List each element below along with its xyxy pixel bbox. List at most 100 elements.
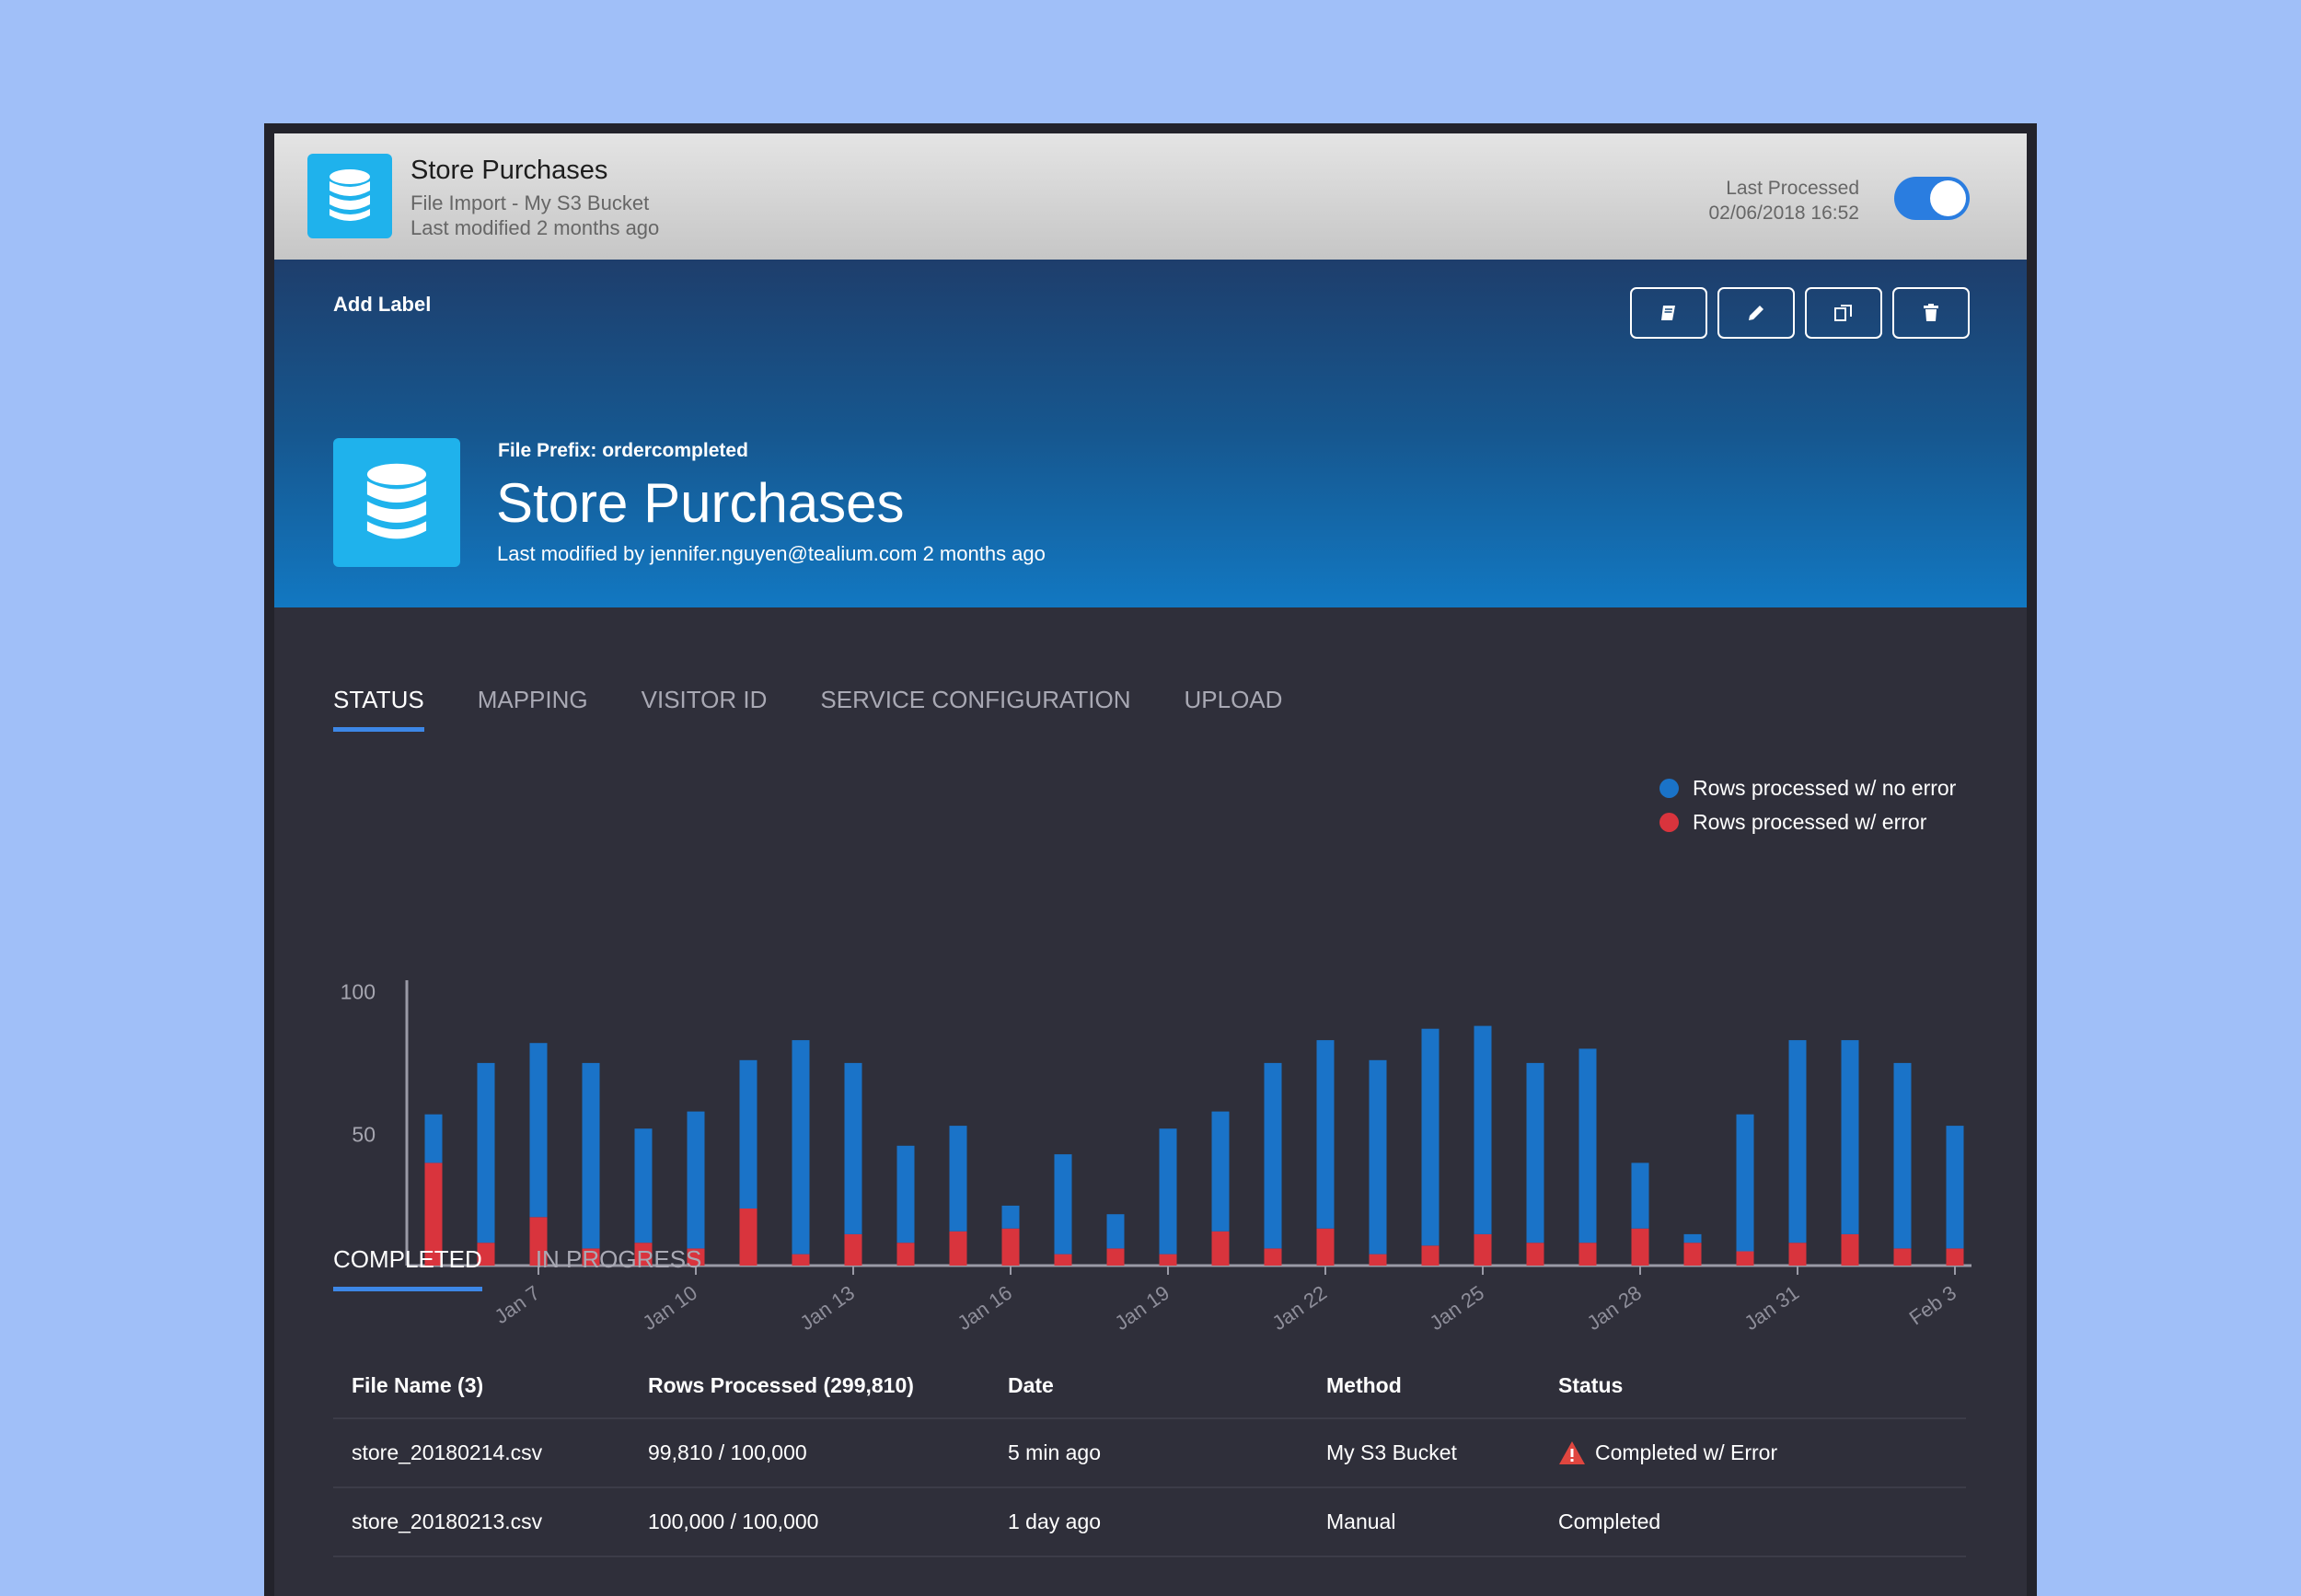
- edit-button[interactable]: [1717, 287, 1795, 339]
- bar-no-error[interactable]: [634, 1128, 653, 1243]
- header-file-name[interactable]: File Name (3): [352, 1372, 484, 1397]
- bar-error[interactable]: [529, 1217, 548, 1266]
- bar-error[interactable]: [1474, 1233, 1492, 1266]
- bar-no-error[interactable]: [687, 1111, 705, 1249]
- bar-error[interactable]: [1631, 1228, 1649, 1266]
- bar-error[interactable]: [896, 1243, 915, 1266]
- bar-error[interactable]: [1421, 1245, 1440, 1266]
- tab-service-configuration[interactable]: SERVICE CONFIGURATION: [820, 686, 1131, 713]
- bar-no-error[interactable]: [424, 1114, 443, 1163]
- header-date[interactable]: Date: [1008, 1372, 1054, 1397]
- bar-error[interactable]: [1736, 1251, 1754, 1266]
- bar-no-error[interactable]: [1788, 1040, 1807, 1243]
- cell-method: Manual: [1326, 1509, 1396, 1533]
- bar-no-error[interactable]: [529, 1043, 548, 1218]
- bar-error[interactable]: [1683, 1243, 1702, 1266]
- cell-status: Completed w/ Error: [1558, 1440, 1966, 1465]
- bar-error[interactable]: [844, 1233, 862, 1266]
- bar-error[interactable]: [1841, 1233, 1859, 1266]
- notebook-button[interactable]: [1630, 287, 1707, 339]
- last-modified-by: Last modified by jennifer.nguyen@tealium…: [497, 542, 1046, 565]
- bar-error[interactable]: [582, 1248, 600, 1266]
- x-tick-label: Jan 28: [1583, 1281, 1646, 1330]
- trash-icon: [1924, 304, 1938, 321]
- tab-completed[interactable]: COMPLETED: [333, 1245, 482, 1291]
- tab-status[interactable]: STATUS: [333, 686, 424, 732]
- bar-error[interactable]: [739, 1209, 757, 1266]
- action-toolbar: [1630, 287, 1970, 339]
- bar-error[interactable]: [949, 1231, 967, 1266]
- bar-no-error[interactable]: [1316, 1040, 1335, 1229]
- legend-item-error: Rows processed w/ error: [1659, 805, 1956, 839]
- bar-error[interactable]: [1106, 1248, 1125, 1266]
- top-bar: Store Purchases File Import - My S3 Buck…: [274, 133, 2027, 260]
- bar-error[interactable]: [1264, 1248, 1282, 1266]
- add-label-link[interactable]: Add Label: [333, 293, 432, 316]
- app-window: Store Purchases File Import - My S3 Buck…: [264, 123, 2037, 1596]
- header-method[interactable]: Method: [1326, 1372, 1402, 1397]
- bar-error[interactable]: [1578, 1243, 1597, 1266]
- bar-error[interactable]: [792, 1254, 810, 1266]
- bar-error[interactable]: [1316, 1228, 1335, 1266]
- bar-no-error[interactable]: [949, 1126, 967, 1232]
- cell-date: 1 day ago: [1008, 1509, 1102, 1533]
- bar-error[interactable]: [687, 1248, 705, 1266]
- bar-no-error[interactable]: [739, 1059, 757, 1209]
- bar-error[interactable]: [1369, 1254, 1387, 1266]
- bar-error[interactable]: [1159, 1254, 1177, 1266]
- legend-label-no-error: Rows processed w/ no error: [1693, 776, 1957, 800]
- bar-error[interactable]: [1054, 1254, 1072, 1266]
- cell-file-name: store_20180214.csv: [352, 1440, 543, 1464]
- bar-no-error[interactable]: [1264, 1062, 1282, 1249]
- table-row[interactable]: store_20180214.csv 99,810 / 100,000 5 mi…: [333, 1419, 1966, 1488]
- bar-no-error[interactable]: [1211, 1111, 1230, 1232]
- bar-error[interactable]: [477, 1243, 495, 1266]
- table-row[interactable]: store_20180213.csv 100,000 / 100,000 1 d…: [333, 1488, 1966, 1557]
- tab-visitor-id[interactable]: VISITOR ID: [641, 686, 768, 713]
- bar-no-error[interactable]: [582, 1062, 600, 1249]
- bar-no-error[interactable]: [792, 1040, 810, 1255]
- toggle-knob: [1930, 180, 1966, 216]
- bar-no-error[interactable]: [1106, 1214, 1125, 1249]
- last-processed-value: 02/06/2018 16:52: [1708, 202, 1860, 224]
- bar-error[interactable]: [1001, 1228, 1020, 1266]
- file-prefix: File Prefix: ordercompleted: [498, 440, 748, 461]
- bar-no-error[interactable]: [1054, 1154, 1072, 1255]
- bar-error[interactable]: [1893, 1248, 1912, 1266]
- copy-button[interactable]: [1805, 287, 1882, 339]
- pencil-icon: [1749, 306, 1763, 320]
- tab-upload[interactable]: UPLOAD: [1184, 686, 1283, 713]
- tab-mapping[interactable]: MAPPING: [477, 686, 588, 713]
- bar-no-error[interactable]: [1526, 1062, 1544, 1243]
- bar-error[interactable]: [1526, 1243, 1544, 1266]
- enable-toggle[interactable]: [1894, 177, 1970, 220]
- bar-error[interactable]: [1788, 1243, 1807, 1266]
- bar-no-error[interactable]: [1683, 1233, 1702, 1243]
- bar-no-error[interactable]: [1841, 1040, 1859, 1234]
- bar-no-error[interactable]: [1001, 1205, 1020, 1229]
- delete-button[interactable]: [1892, 287, 1970, 339]
- bar-no-error[interactable]: [1474, 1025, 1492, 1234]
- bar-no-error[interactable]: [896, 1145, 915, 1243]
- bar-no-error[interactable]: [1946, 1126, 1964, 1249]
- bar-no-error[interactable]: [1578, 1048, 1597, 1243]
- bar-no-error[interactable]: [1631, 1162, 1649, 1229]
- x-tick-label: Feb 3: [1905, 1281, 1960, 1330]
- topbar-subtitle: File Import - My S3 Bucket Last modified…: [410, 191, 659, 240]
- bar-error[interactable]: [1211, 1231, 1230, 1266]
- bar-no-error[interactable]: [1159, 1128, 1177, 1255]
- bar-error[interactable]: [424, 1162, 443, 1266]
- bar-no-error[interactable]: [1736, 1114, 1754, 1252]
- bar-no-error[interactable]: [1421, 1028, 1440, 1246]
- header-status[interactable]: Status: [1558, 1372, 1624, 1397]
- bar-no-error[interactable]: [1893, 1062, 1912, 1249]
- bar-error[interactable]: [634, 1243, 653, 1266]
- bar-no-error[interactable]: [1369, 1059, 1387, 1255]
- legend-dot-error: [1659, 813, 1679, 832]
- tab-in-progress[interactable]: IN PROGRESS: [535, 1245, 702, 1273]
- bar-no-error[interactable]: [844, 1062, 862, 1234]
- bar-no-error[interactable]: [477, 1062, 495, 1243]
- bar-error[interactable]: [1946, 1248, 1964, 1266]
- header-rows-processed[interactable]: Rows Processed (299,810): [648, 1372, 914, 1397]
